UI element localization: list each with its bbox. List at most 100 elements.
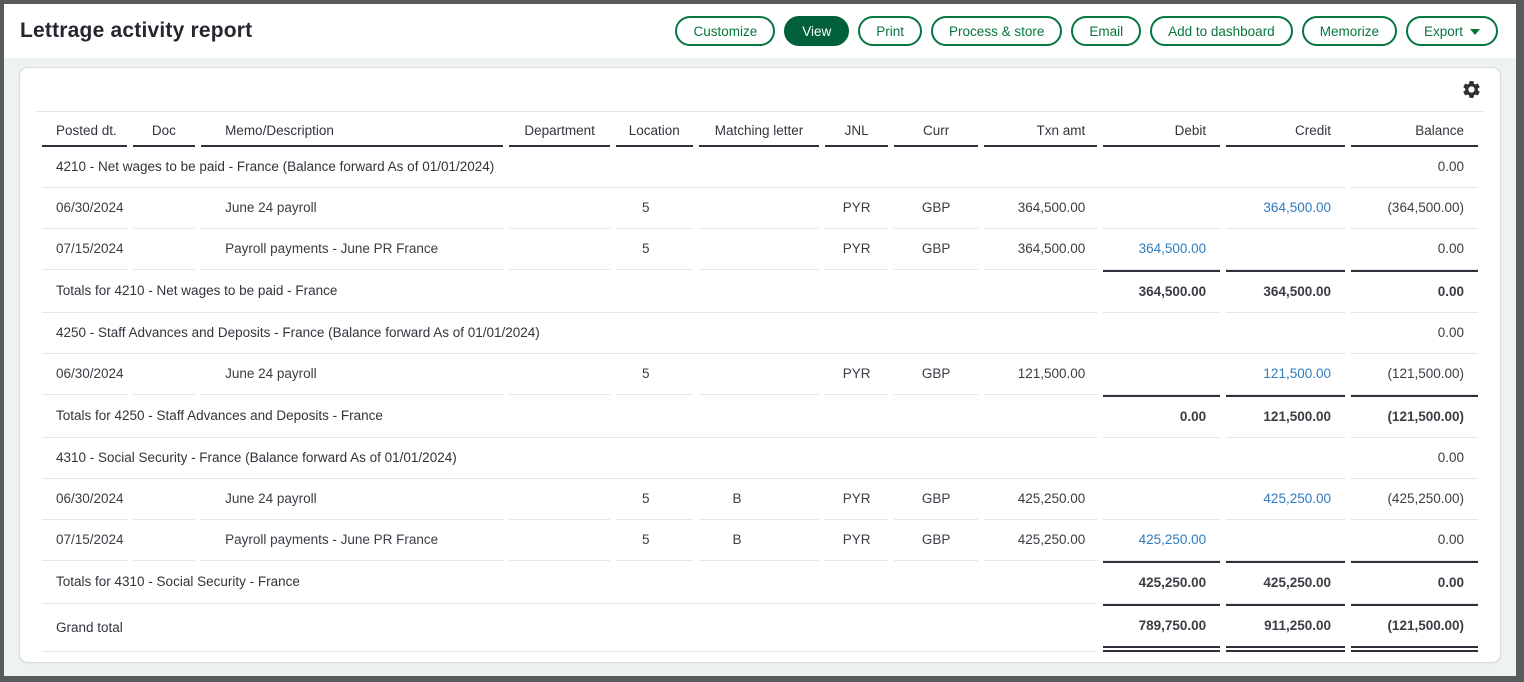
transaction-row: 07/15/2024 Payroll payments - June PR Fra… (42, 520, 1478, 561)
report-page: Posted dt. Doc Memo/Description Departme… (4, 58, 1516, 676)
customize-button[interactable]: Customize (675, 16, 776, 46)
transaction-row: 06/30/2024 June 24 payroll 5 PYR GBP 121,500.… (42, 354, 1478, 395)
cell-memo: June 24 payroll (201, 188, 504, 229)
cell-doc (132, 520, 196, 561)
gear-icon[interactable] (1461, 79, 1482, 100)
column-header-credit[interactable]: Credit (1226, 112, 1345, 147)
column-header-balance[interactable]: Balance (1351, 112, 1478, 147)
account-section-row: 4250 - Staff Advances and Deposits - Fra… (42, 313, 1478, 354)
column-header-curr[interactable]: Curr (893, 112, 979, 147)
totals-row: Totals for 4210 - Net wages to be paid -… (42, 270, 1478, 313)
column-header-debit[interactable]: Debit (1103, 112, 1221, 147)
toolbar-divider (36, 111, 1484, 112)
cell-txn-amt: 364,500.00 (984, 229, 1098, 270)
cell-debit-link[interactable]: 364,500.00 (1103, 229, 1221, 270)
cell-balance: (364,500.00) (1351, 188, 1478, 229)
cell-posted-dt: 06/30/2024 (42, 479, 127, 520)
cell-memo: Payroll payments - June PR France (201, 229, 504, 270)
cell-credit-link[interactable]: 364,500.00 (1226, 188, 1345, 229)
cell-balance: 0.00 (1351, 313, 1478, 354)
cell-balance: (121,500.00) (1351, 354, 1478, 395)
transaction-row: 07/15/2024 Payroll payments - June PR Fra… (42, 229, 1478, 270)
view-button[interactable]: View (784, 16, 850, 46)
cell-total-debit: 425,250.00 (1103, 561, 1221, 604)
account-section-row: 4210 - Net wages to be paid - France (Ba… (42, 147, 1478, 188)
cell-doc (132, 188, 196, 229)
export-button[interactable]: Export (1405, 16, 1498, 46)
cell-credit-link (1226, 520, 1345, 561)
cell-credit-link[interactable]: 425,250.00 (1226, 479, 1345, 520)
cell-memo: Payroll payments - June PR France (201, 520, 504, 561)
cell-txn-amt: 425,250.00 (984, 520, 1098, 561)
column-header-memo[interactable]: Memo/Description (201, 112, 504, 147)
cell-total-balance: (121,500.00) (1351, 395, 1478, 438)
table-header-row: Posted dt. Doc Memo/Description Departme… (42, 112, 1478, 147)
cell-memo: June 24 payroll (201, 479, 504, 520)
cell-location: 5 (616, 354, 693, 395)
page-title: Lettrage activity report (20, 19, 253, 42)
report-card: Posted dt. Doc Memo/Description Departme… (19, 67, 1501, 663)
process-and-store-button[interactable]: Process & store (931, 16, 1063, 46)
cell-department (509, 229, 610, 270)
grand-total-row: Grand total 789,750.00 911,250.00 (121,500.… (42, 604, 1478, 652)
cell-debit-link[interactable]: 425,250.00 (1103, 520, 1221, 561)
cell-department (509, 354, 610, 395)
email-button[interactable]: Email (1071, 16, 1142, 46)
cell-matching-letter: B (698, 520, 820, 561)
column-header-posted-dt[interactable]: Posted dt. (42, 112, 127, 147)
cell-curr: GBP (893, 479, 979, 520)
cell-doc (132, 479, 196, 520)
account-section-label: 4310 - Social Security - France (Balance… (42, 438, 1345, 479)
cell-doc (132, 354, 196, 395)
cell-txn-amt: 121,500.00 (984, 354, 1098, 395)
cell-jnl: PYR (825, 479, 888, 520)
cell-total-credit: 364,500.00 (1226, 270, 1345, 313)
account-section-label: 4250 - Staff Advances and Deposits - Fra… (42, 313, 1345, 354)
cell-balance: 0.00 (1351, 520, 1478, 561)
print-button[interactable]: Print (858, 16, 923, 46)
transaction-row: 06/30/2024 June 24 payroll 5 PYR GBP 364,500.… (42, 188, 1478, 229)
totals-row: Totals for 4310 - Social Security - Fran… (42, 561, 1478, 604)
cell-posted-dt: 07/15/2024 (42, 520, 127, 561)
cell-curr: GBP (893, 229, 979, 270)
cell-total-debit: 364,500.00 (1103, 270, 1221, 313)
cell-total-debit: 0.00 (1103, 395, 1221, 438)
column-header-jnl[interactable]: JNL (825, 112, 888, 147)
cell-matching-letter (698, 229, 820, 270)
cell-credit-link[interactable]: 121,500.00 (1226, 354, 1345, 395)
add-to-dashboard-button[interactable]: Add to dashboard (1150, 16, 1293, 46)
cell-total-debit: 789,750.00 (1103, 604, 1221, 652)
cell-location: 5 (616, 188, 693, 229)
cell-matching-letter (698, 188, 820, 229)
column-header-department[interactable]: Department (509, 112, 610, 147)
cell-location: 5 (616, 229, 693, 270)
cell-location: 5 (616, 479, 693, 520)
cell-balance: 0.00 (1351, 438, 1478, 479)
cell-location: 5 (616, 520, 693, 561)
report-toolbar: Customize View Print Process & store Ema… (675, 16, 1498, 46)
card-toolbar (36, 68, 1484, 111)
column-header-location[interactable]: Location (616, 112, 693, 147)
memorize-button[interactable]: Memorize (1301, 16, 1397, 46)
cell-txn-amt: 364,500.00 (984, 188, 1098, 229)
column-header-matching-letter[interactable]: Matching letter (698, 112, 820, 147)
cell-total-balance: 0.00 (1351, 270, 1478, 313)
cell-posted-dt: 07/15/2024 (42, 229, 127, 270)
cell-total-credit: 121,500.00 (1226, 395, 1345, 438)
cell-jnl: PYR (825, 229, 888, 270)
chevron-down-icon (1470, 28, 1480, 35)
cell-jnl: PYR (825, 354, 888, 395)
grand-total-label: Grand total (42, 604, 1098, 652)
cell-balance: 0.00 (1351, 147, 1478, 188)
cell-doc (132, 229, 196, 270)
cell-curr: GBP (893, 354, 979, 395)
cell-balance: 0.00 (1351, 229, 1478, 270)
cell-total-credit: 425,250.00 (1226, 561, 1345, 604)
cell-department (509, 479, 610, 520)
cell-debit-link (1103, 188, 1221, 229)
column-header-doc[interactable]: Doc (132, 112, 196, 147)
cell-curr: GBP (893, 520, 979, 561)
cell-curr: GBP (893, 188, 979, 229)
column-header-txn-amt[interactable]: Txn amt (984, 112, 1098, 147)
cell-total-credit: 911,250.00 (1226, 604, 1345, 652)
